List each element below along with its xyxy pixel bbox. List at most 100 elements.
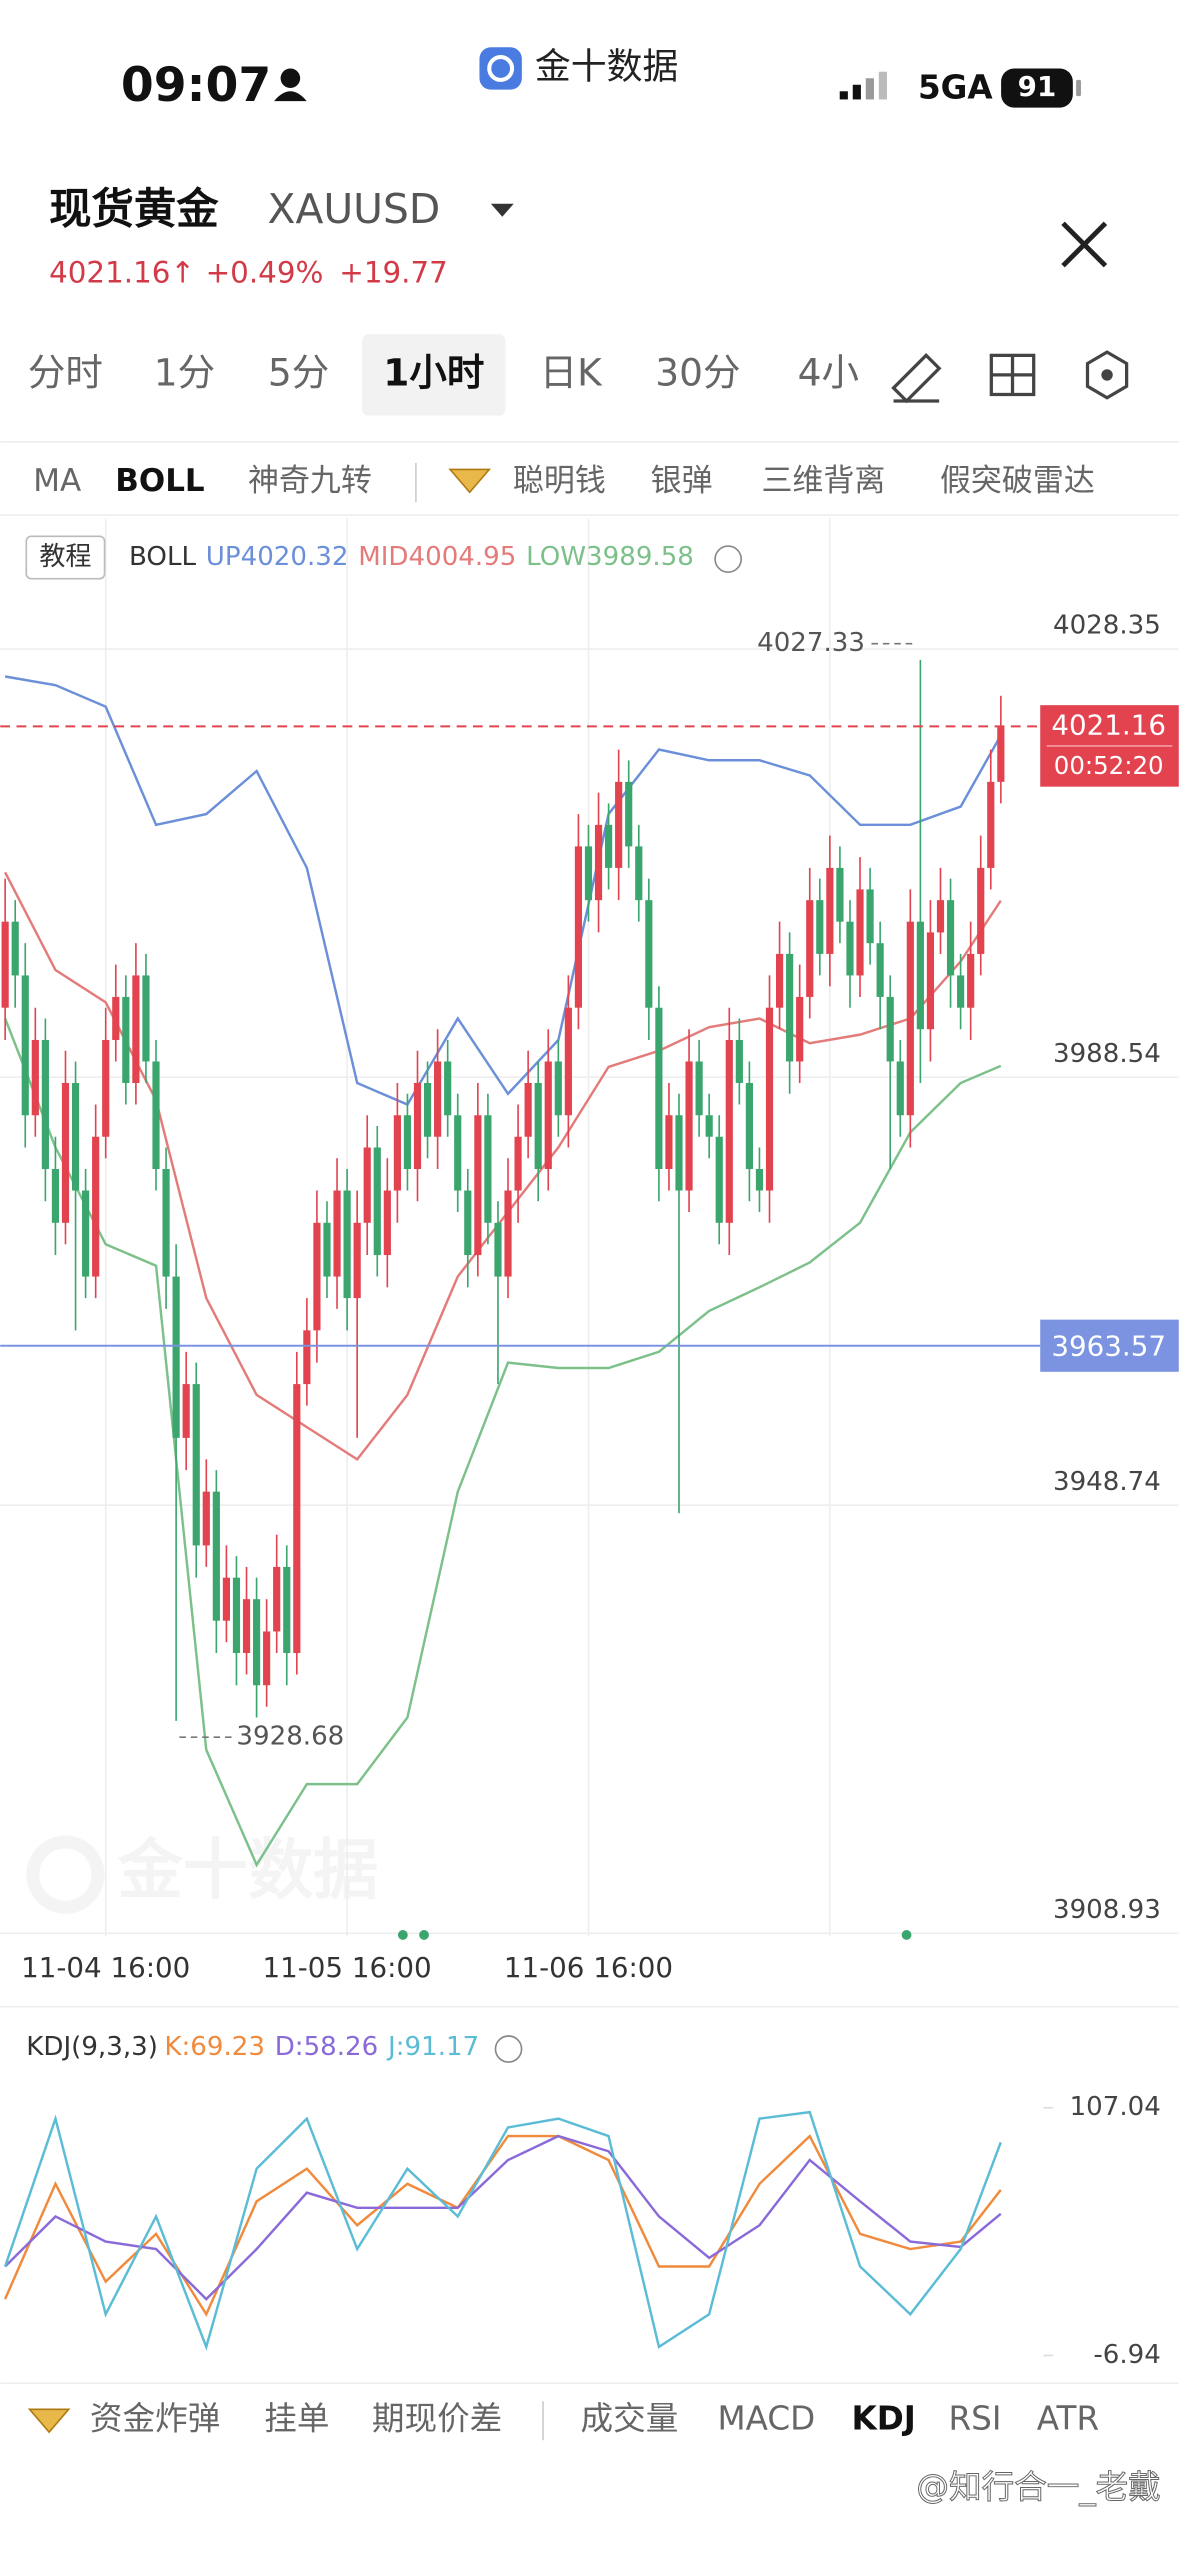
tab[interactable]: 聪明钱	[513, 463, 606, 499]
tab[interactable]: 5分	[268, 350, 329, 394]
candle-body	[112, 996, 120, 1040]
indicator-line	[4, 2134, 1002, 2301]
candle-body	[293, 1384, 301, 1653]
candle-body	[283, 1566, 291, 1653]
candle-body	[695, 1061, 703, 1116]
battery	[1001, 68, 1073, 108]
candle-body	[252, 1599, 261, 1686]
candle-body	[775, 953, 784, 1008]
low-label: 3928.68	[236, 1722, 344, 1752]
bottom-tabs: 资金炸弹 挂单 期现价差 成交量 MACD KDJ RSI ATR	[27, 2400, 1099, 2441]
indicator-tabs: MA BOLL 神奇九转 聪明钱 银弹 三维背离 假突破雷达	[33, 456, 1179, 512]
candle-body	[625, 781, 633, 847]
chart-watermark: 金十数据	[26, 1833, 378, 1914]
candle-body	[926, 932, 935, 1030]
tab[interactable]: 神奇九转	[248, 463, 372, 499]
candle-body	[303, 1330, 311, 1385]
tab[interactable]: 1小时	[383, 350, 484, 394]
page-watermark: @知行合一_老戴	[916, 2468, 1160, 2506]
y-tick-label: 107.04	[1070, 2092, 1161, 2122]
candle-body	[514, 1136, 522, 1191]
candle-body	[876, 943, 884, 997]
candle-body	[11, 921, 19, 976]
candle-body	[21, 975, 29, 1116]
tab[interactable]: BOLL	[115, 463, 204, 499]
tab[interactable]: ATR	[1037, 2400, 1099, 2438]
candle-body	[423, 1082, 432, 1137]
candle-body	[474, 1115, 482, 1256]
settings-icon[interactable]	[1085, 350, 1129, 400]
candle-body	[786, 953, 794, 1062]
layout-icon[interactable]	[991, 355, 1034, 395]
candle-body	[192, 1384, 200, 1546]
tab[interactable]: 挂单	[264, 2400, 329, 2438]
candle-body	[735, 1039, 743, 1083]
tab[interactable]: MACD	[718, 2400, 816, 2438]
candle-body	[836, 867, 844, 922]
candle-body	[957, 975, 965, 1008]
period-tabs: 分时 1分 5分 1小时 日K 30分 4小	[28, 334, 894, 416]
signal-dot	[901, 1930, 912, 1940]
diamond-icon	[448, 468, 492, 494]
candle-body	[615, 781, 623, 868]
candle-body	[916, 921, 924, 1030]
indicator-line	[3, 2110, 1002, 2351]
signal-dot	[419, 1930, 429, 1940]
y-tick-label: 3908.93	[1053, 1895, 1161, 1925]
candle-body	[665, 1115, 673, 1170]
kdj-title: KDJ(9,3,3)	[26, 2032, 158, 2062]
candle-body	[61, 1082, 70, 1223]
tab[interactable]: RSI	[949, 2400, 1002, 2438]
tab[interactable]: MA	[33, 463, 81, 499]
candle-body	[524, 1082, 532, 1137]
tab[interactable]: 成交量	[581, 2400, 679, 2438]
candle-body	[273, 1566, 281, 1632]
status-network: 5GA	[918, 69, 993, 107]
tab[interactable]: 1分	[154, 350, 215, 394]
settings-icon[interactable]	[494, 2035, 523, 2063]
candle-body	[574, 846, 583, 1008]
tab[interactable]: 资金炸弹	[90, 2400, 220, 2438]
app-icon	[479, 47, 522, 90]
settings-icon[interactable]	[1101, 369, 1113, 381]
candle-body	[504, 1190, 512, 1277]
tab[interactable]: 银弹	[651, 463, 713, 499]
tab[interactable]: 期现价差	[372, 2400, 502, 2438]
tab[interactable]: 4小	[798, 350, 859, 394]
candle-body	[594, 824, 603, 901]
tab[interactable]: KDJ	[852, 2400, 916, 2438]
person-icon	[280, 68, 301, 89]
candle-body	[645, 900, 653, 1008]
candle-body	[242, 1599, 251, 1653]
high-label: 4027.33	[757, 628, 865, 658]
settings-icon[interactable]	[714, 545, 743, 573]
tab[interactable]: 三维背离	[761, 463, 885, 499]
instrument-symbol[interactable]: XAUUSD	[268, 185, 441, 233]
candle-body	[946, 900, 955, 976]
candle-body	[444, 1061, 452, 1116]
candle-body	[454, 1115, 462, 1191]
tab[interactable]: 30分	[655, 350, 740, 394]
tutorial-label[interactable]: 教程	[39, 542, 91, 572]
candle-body	[605, 824, 613, 868]
battery-tip	[1076, 79, 1081, 97]
tab[interactable]: 分时	[28, 350, 103, 394]
status-app: 金十数据	[535, 46, 678, 87]
y-tick-label: -6.94	[1093, 2340, 1160, 2370]
tutorial-button[interactable]	[25, 535, 106, 580]
candle-body	[182, 1384, 190, 1438]
candle-body	[92, 1136, 100, 1277]
signal-icon	[839, 71, 887, 100]
dropdown-icon[interactable]	[490, 203, 514, 217]
legend-entry: D:58.26	[275, 2032, 379, 2062]
candle-body	[967, 953, 975, 1008]
close-button[interactable]	[1061, 221, 1108, 268]
candle-body	[333, 1190, 341, 1277]
tab[interactable]: 假突破雷达	[940, 463, 1095, 499]
draw-tool-icon[interactable]	[891, 353, 942, 404]
candle-body	[142, 975, 150, 1062]
legend-entry: LOW3989.58	[526, 542, 694, 572]
tab[interactable]: 日K	[540, 350, 603, 394]
battery-level: 91	[1018, 70, 1057, 103]
